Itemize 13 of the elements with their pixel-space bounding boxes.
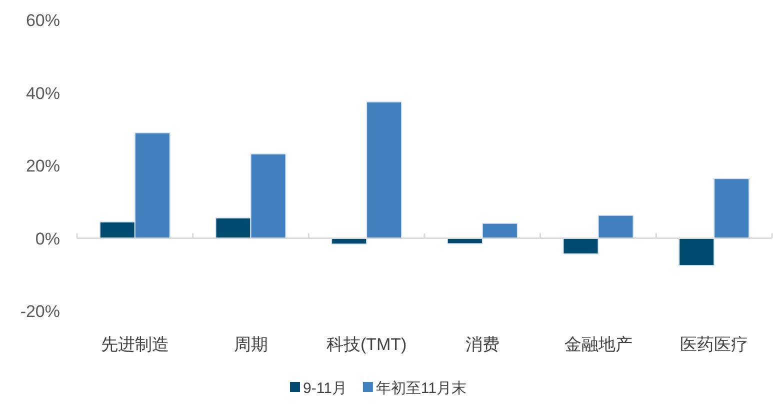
y-tick-label: 40% [26, 84, 60, 103]
x-tick-label: 消费 [465, 335, 500, 354]
x-tick-label: 医药医疗 [680, 335, 748, 354]
y-tick-label: 0% [35, 229, 60, 248]
x-tick-label: 科技(TMT) [326, 335, 407, 354]
x-tick-label: 先进制造 [100, 335, 169, 354]
y-tick-label: -20% [20, 302, 60, 321]
y-tick-label: 60% [26, 11, 60, 30]
y-tick-label: 20% [26, 156, 60, 176]
x-tick-label: 周期 [234, 335, 268, 354]
x-tick-label: 金融地产 [564, 335, 632, 354]
legend-label: 年初至11月末 [376, 380, 466, 397]
legend-label: 9-11月 [303, 380, 347, 397]
